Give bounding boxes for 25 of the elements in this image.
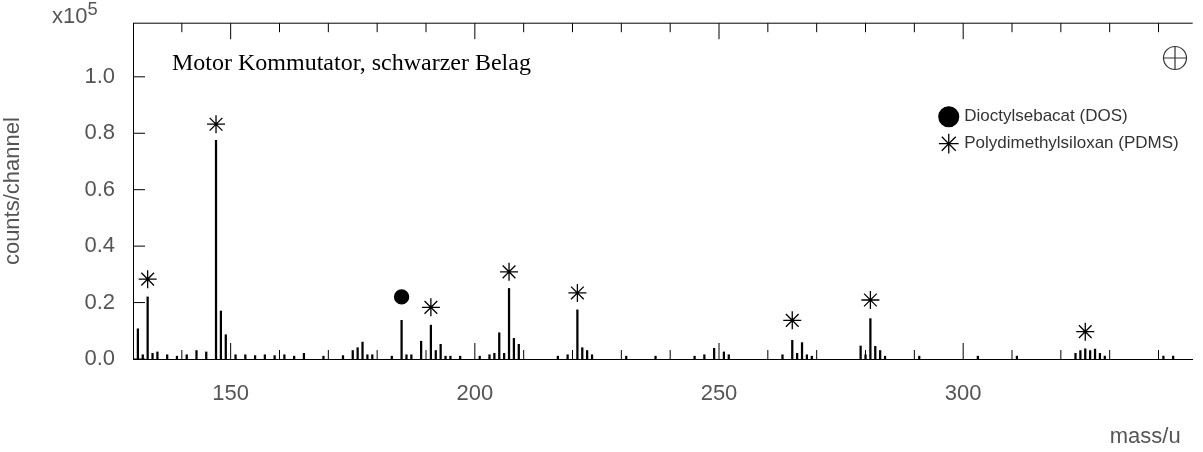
x-tick-label: 200 bbox=[456, 380, 494, 406]
point bbox=[860, 290, 881, 310]
x-axis-title: mass/u bbox=[1109, 423, 1181, 449]
point bbox=[421, 297, 441, 318]
point bbox=[567, 283, 588, 303]
y-tick-label: 1.0 bbox=[84, 62, 115, 88]
x-tick-label: 250 bbox=[700, 380, 738, 406]
point bbox=[206, 114, 226, 134]
y-tick-label: 0.0 bbox=[84, 345, 115, 371]
legend-label: Dioctylsebacat (DOS) bbox=[964, 106, 1128, 126]
text: Motor Kommutator, schwarzer Belag bbox=[172, 49, 531, 75]
point bbox=[1075, 321, 1095, 342]
y-tick-label: 0.2 bbox=[84, 288, 115, 314]
point bbox=[393, 289, 410, 305]
point bbox=[782, 310, 802, 330]
point bbox=[138, 269, 158, 289]
y-axis-title: counts/channel bbox=[0, 117, 25, 266]
y-tick-label: 0.8 bbox=[84, 119, 115, 145]
x-tick-label: 150 bbox=[212, 380, 250, 406]
legend-label: Polydimethylsiloxan (PDMS) bbox=[964, 133, 1179, 153]
y-tick-label: 0.6 bbox=[84, 175, 115, 201]
point bbox=[499, 262, 519, 282]
x-tick-label: 300 bbox=[944, 380, 982, 406]
y-tick-label: 0.4 bbox=[84, 232, 115, 258]
text: x10$^{5}$ bbox=[52, 0, 98, 30]
